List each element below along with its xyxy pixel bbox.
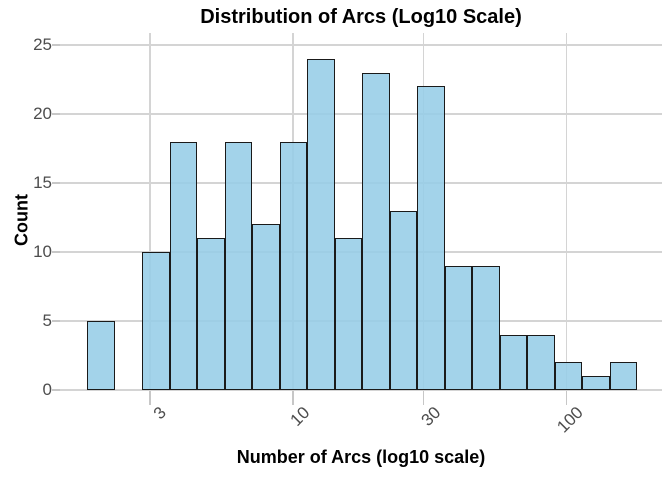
x-tick-label: 30 (417, 403, 444, 430)
x-tick-mark (292, 391, 294, 405)
y-tick-label: 15 (33, 173, 52, 192)
y-gridline (60, 44, 662, 46)
histogram-bar (169, 141, 198, 390)
histogram-bar (197, 238, 225, 390)
y-tick-label: 20 (33, 104, 52, 123)
y-tick-mark (52, 113, 60, 115)
histogram-bar (499, 334, 528, 390)
histogram-bar (444, 265, 473, 390)
x-gridline (565, 33, 568, 390)
x-tick-label: 10 (286, 403, 314, 430)
histogram-bar (87, 321, 115, 390)
histogram-bar (279, 141, 308, 390)
histogram-bar (472, 265, 500, 390)
y-tick-label: 5 (42, 311, 52, 330)
y-gridline (60, 113, 662, 115)
histogram-bar (554, 362, 583, 390)
y-gridline (60, 389, 662, 391)
histogram-bar (582, 376, 610, 390)
histogram-bar (307, 58, 335, 390)
y-tick-mark (52, 251, 60, 253)
histogram-bar (334, 238, 363, 390)
y-gridline (60, 182, 662, 184)
y-tick-label: 10 (33, 242, 52, 261)
histogram-bar (224, 141, 253, 390)
y-tick-mark (52, 320, 60, 322)
histogram-bar (527, 334, 555, 390)
histogram-bar (252, 224, 280, 390)
histogram-bar (142, 252, 170, 390)
x-tick-mark (149, 391, 151, 405)
y-tick-mark (52, 44, 60, 46)
x-tick-label: 100 (553, 403, 588, 437)
histogram-bar (389, 210, 418, 390)
y-tick-label: 25 (33, 35, 52, 54)
histogram-bar (609, 362, 638, 390)
x-gridline (149, 33, 151, 390)
y-tick-mark (52, 389, 60, 391)
histogram-bar (417, 86, 445, 390)
y-tick-label: 0 (42, 380, 52, 399)
chart-title: Distribution of Arcs (Log10 Scale) (200, 6, 522, 28)
y-tick-mark (52, 182, 60, 184)
x-axis-title: Number of Arcs (log10 scale) (236, 447, 486, 467)
x-tick-mark (565, 391, 568, 405)
x-tick-label: 3 (150, 403, 171, 424)
x-tick-mark (422, 391, 425, 405)
histogram-bar (362, 72, 390, 390)
